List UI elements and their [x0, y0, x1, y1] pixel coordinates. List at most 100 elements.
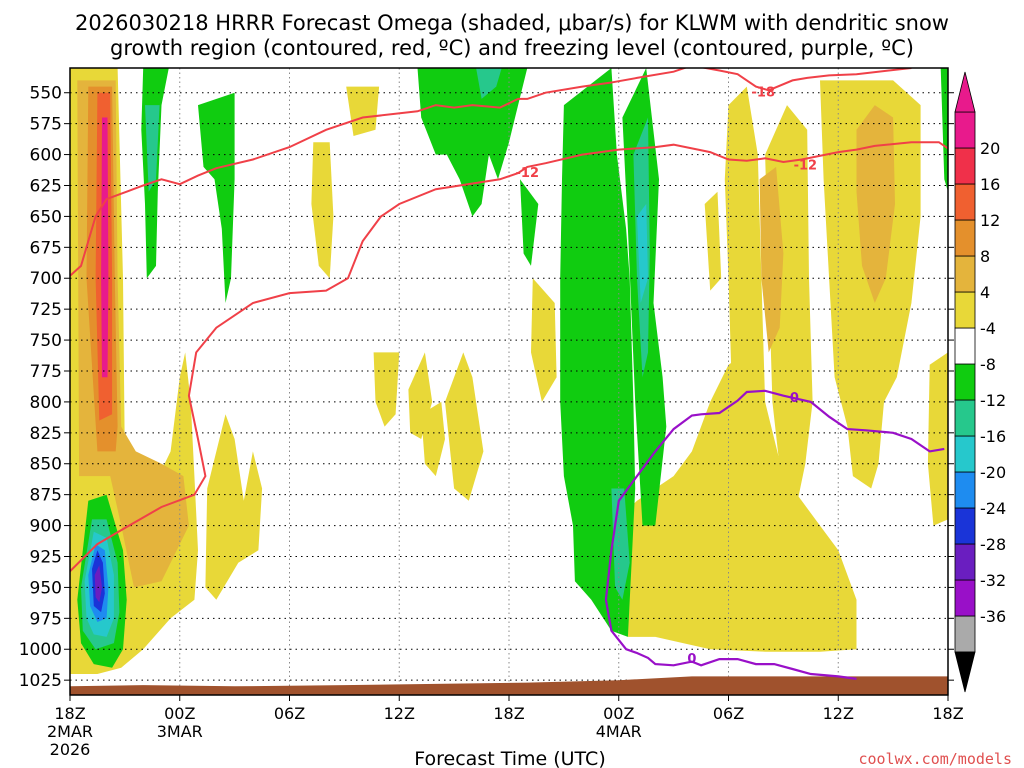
y-tick-label-1025: 1025	[19, 671, 62, 691]
colorbar: -36 -32 -28 -24 -20 -16 -12 -8 -4 4 8 12 16 20	[954, 71, 1006, 693]
y-tick-label-825: 825	[30, 424, 62, 444]
y-tick-label-975: 975	[30, 609, 62, 629]
y-tick-label-725: 725	[30, 300, 62, 320]
colorbar-label--24: -24	[980, 499, 1006, 518]
x-tick-label-42: 12Z	[823, 704, 854, 723]
colorbar-label-12: 12	[980, 211, 1000, 230]
terrain-polygon	[70, 676, 948, 695]
freezing-label-1: 0	[687, 652, 696, 667]
x-tick-label-6: 00Z	[164, 704, 195, 723]
colorbar-bottom-arrow	[954, 651, 976, 693]
colorbar-label--4: -4	[980, 319, 996, 338]
colorbar-label--20: -20	[980, 463, 1006, 482]
terrain-layer	[70, 676, 948, 695]
colorbar-swatch-11	[954, 219, 976, 257]
omega-region-30	[637, 204, 648, 303]
freezing-level-contour	[604, 389, 945, 680]
x-tick-label-36: 06Z	[713, 704, 744, 723]
colorbar-swatch-1	[954, 579, 976, 617]
y-tick-label-800: 800	[30, 393, 62, 413]
colorbar-swatch-7	[954, 363, 976, 401]
colorbar-swatch-9	[954, 291, 976, 329]
y-tick-label-675: 675	[30, 238, 62, 258]
omega-region-20	[927, 352, 948, 526]
y-tick-label-625: 625	[30, 176, 62, 196]
colorbar-swatch-2	[954, 543, 976, 581]
omega-region-11	[445, 352, 484, 501]
axes: 550 575 600 625 650 675 700 725 750 775 800 825 850 8…	[19, 67, 964, 759]
plot-area	[70, 68, 948, 695]
x-tick-date-30: 4MAR	[596, 722, 642, 741]
contour-layer: -18 -12 -12 0 0	[70, 68, 948, 680]
colorbar-label--8: -8	[980, 355, 996, 374]
colorbar-label--16: -16	[980, 427, 1006, 446]
omega-region-13	[609, 352, 857, 652]
omega-region-32	[940, 68, 948, 192]
omega-region-15	[724, 86, 766, 588]
colorbar-swatch-3	[954, 507, 976, 545]
colorbar-label-20: 20	[980, 139, 1000, 158]
omega-region-4	[101, 117, 109, 378]
x-tick-year-0: 2026	[50, 740, 91, 759]
colorbar-swatch-10	[954, 255, 976, 293]
omega-region-24	[417, 68, 528, 217]
colorbar-label--28: -28	[980, 535, 1006, 554]
credit-text: coolwx.com/models	[858, 750, 1012, 768]
y-tick-label-925: 925	[30, 547, 62, 567]
colorbar-top-arrow	[954, 71, 976, 113]
colorbar-label--32: -32	[980, 571, 1006, 590]
y-tick-label-700: 700	[30, 269, 62, 289]
y-tick-label-550: 550	[30, 84, 62, 104]
y-tick-label-650: 650	[30, 207, 62, 227]
omega-region-23	[198, 92, 235, 303]
dendritic-contour-1	[70, 68, 912, 277]
omega-region-10	[421, 401, 445, 477]
x-tick-label-48: 18Z	[932, 704, 963, 723]
omega-region-25	[476, 68, 502, 99]
colorbar-swatch-0	[954, 615, 976, 653]
x-tick-label-30: 00Z	[603, 704, 634, 723]
y-tick-label-1000: 1000	[19, 640, 62, 660]
colorbar-label-4: 4	[980, 283, 990, 302]
omega-region-5	[205, 414, 263, 600]
y-tick-label-750: 750	[30, 331, 62, 351]
chart-title-line1: 2026030218 HRRR Forecast Omega (shaded, …	[75, 11, 949, 35]
x-tick-label-12: 06Z	[274, 704, 305, 723]
colorbar-swatch-13	[954, 147, 976, 185]
dendritic-label-2: -12	[794, 158, 818, 173]
dendritic-label-1: -12	[516, 166, 540, 181]
chart-title-line2: growth region (contoured, red, ºC) and f…	[110, 36, 914, 60]
colorbar-label-8: 8	[980, 247, 990, 266]
omega-region-26	[520, 179, 539, 266]
omega-region-22	[145, 105, 160, 192]
x-tick-label-0: 18Z	[54, 704, 85, 723]
colorbar-label--36: -36	[980, 607, 1006, 626]
colorbar-label-16: 16	[980, 175, 1000, 194]
freezing-label-0: 0	[790, 391, 799, 406]
colorbar-swatch-4	[954, 471, 976, 509]
colorbar-swatch-8	[954, 327, 976, 365]
colorbar-swatch-5	[954, 435, 976, 473]
omega-region-18	[759, 166, 784, 353]
dendritic-label-0: -18	[752, 85, 776, 100]
omega-region-6	[311, 142, 334, 279]
x-tick-date-6: 3MAR	[157, 722, 203, 741]
colorbar-swatch-6	[954, 399, 976, 437]
colorbar-swatch-12	[954, 183, 976, 221]
colorbar-label--12: -12	[980, 391, 1006, 410]
y-tick-label-875: 875	[30, 486, 62, 506]
y-tick-label-775: 775	[30, 362, 62, 382]
x-axis-label: Forecast Time (UTC)	[414, 748, 605, 768]
y-tick-label-950: 950	[30, 578, 62, 598]
y-tick-label-850: 850	[30, 455, 62, 475]
colorbar-swatch-14	[954, 111, 976, 149]
dendritic-contour-0	[70, 141, 948, 573]
omega-region-8	[373, 352, 400, 427]
x-tick-label-18: 12Z	[384, 704, 415, 723]
y-tick-label-600: 600	[30, 146, 62, 166]
omega-region-38	[94, 565, 102, 603]
x-tick-label-24: 18Z	[493, 704, 524, 723]
y-tick-label-575: 575	[30, 115, 62, 135]
x-tick-date-0: 2MAR	[47, 722, 93, 741]
